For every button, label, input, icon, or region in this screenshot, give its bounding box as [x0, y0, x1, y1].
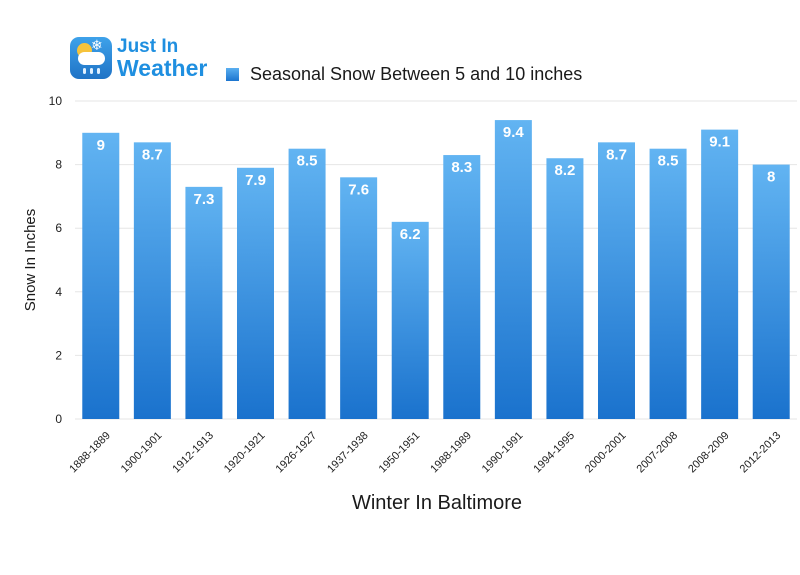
x-axis-title: Winter In Baltimore	[352, 492, 522, 514]
y-tick-label: 4	[55, 285, 62, 299]
bar-value-label: 8.7	[142, 146, 163, 163]
x-tick-label: 1926-1927	[274, 430, 320, 476]
bar-value-label: 8.5	[658, 153, 679, 170]
logo: ❄ Just In Weather	[70, 37, 215, 81]
legend-swatch	[226, 68, 239, 81]
logo-line-2: Weather	[117, 55, 208, 81]
value-labels: 9 8.7 7.3 7.9 8.5 7.6 6.2 8.3 9.4 8.2 8.7 8.5 9.1 8	[97, 124, 776, 243]
y-tick-label: 0	[55, 412, 62, 426]
y-tick-label: 10	[49, 94, 63, 108]
bar	[752, 164, 790, 419]
snowflake-icon: ❄	[91, 37, 103, 53]
x-tick-label: 2008-2009	[686, 430, 732, 476]
x-tick-label: 1937-1938	[325, 430, 371, 476]
bar	[494, 120, 532, 419]
legend-label: Seasonal Snow Between 5 and 10 inches	[250, 64, 583, 84]
bar	[340, 177, 378, 419]
bar-value-label: 7.3	[193, 191, 214, 208]
bar-value-label: 8.2	[554, 162, 575, 179]
bar-value-label: 6.2	[400, 226, 421, 243]
x-tick-label: 1994-1995	[531, 430, 577, 476]
x-tick-label: 1950-1951	[377, 430, 423, 476]
y-tick-label: 2	[55, 348, 62, 362]
x-tick-label: 1888-1889	[67, 430, 113, 476]
bar	[288, 148, 326, 419]
logo-text: Just In Weather	[117, 37, 207, 80]
y-tick-label: 8	[55, 158, 62, 172]
bar	[82, 132, 120, 420]
bar-value-label: 8	[767, 169, 775, 186]
bar-value-label: 9.1	[709, 134, 730, 151]
logo-line-1: Just In	[117, 36, 179, 57]
gridlines	[75, 100, 797, 420]
bar-value-label: 8.7	[606, 146, 627, 163]
y-axis-title: Snow In Inches	[22, 209, 39, 312]
bar	[185, 186, 223, 419]
x-tick-label: 1912-1913	[170, 430, 216, 476]
bar	[701, 129, 739, 419]
bar-value-label: 7.9	[245, 172, 266, 189]
bar-value-label: 9.4	[503, 124, 525, 141]
bar	[546, 158, 584, 420]
x-tick-label: 2007-2008	[635, 430, 681, 476]
bar	[443, 155, 481, 419]
raindrop-icon	[97, 68, 100, 74]
bar-value-label: 9	[97, 137, 105, 154]
x-axis: 1888-1889 1900-1901 1912-1913 1920-1921 1926…	[67, 430, 783, 476]
bars	[82, 120, 790, 420]
x-tick-label: 2012-2013	[738, 430, 784, 476]
y-axis: 0 2 4 6 8 10	[49, 94, 63, 426]
y-tick-label: 6	[55, 221, 62, 235]
x-tick-label: 1920-1921	[222, 430, 268, 476]
weather-cloud-sun-snow-icon: ❄	[70, 37, 112, 79]
x-tick-label: 1990-1991	[480, 430, 526, 476]
raindrop-icon	[90, 68, 93, 74]
cloud-icon	[78, 52, 105, 65]
bar	[237, 167, 274, 419]
bar	[391, 221, 429, 419]
x-tick-label: 1900-1901	[119, 430, 165, 476]
bar	[133, 142, 171, 419]
bar-value-label: 7.6	[348, 181, 369, 198]
bar-value-label: 8.5	[297, 153, 318, 170]
raindrop-icon	[83, 68, 86, 74]
x-tick-label: 2000-2001	[583, 430, 629, 476]
x-tick-label: 1988-1989	[428, 430, 474, 476]
bar	[598, 142, 635, 419]
bar-value-label: 8.3	[451, 159, 472, 176]
bar	[649, 148, 687, 419]
